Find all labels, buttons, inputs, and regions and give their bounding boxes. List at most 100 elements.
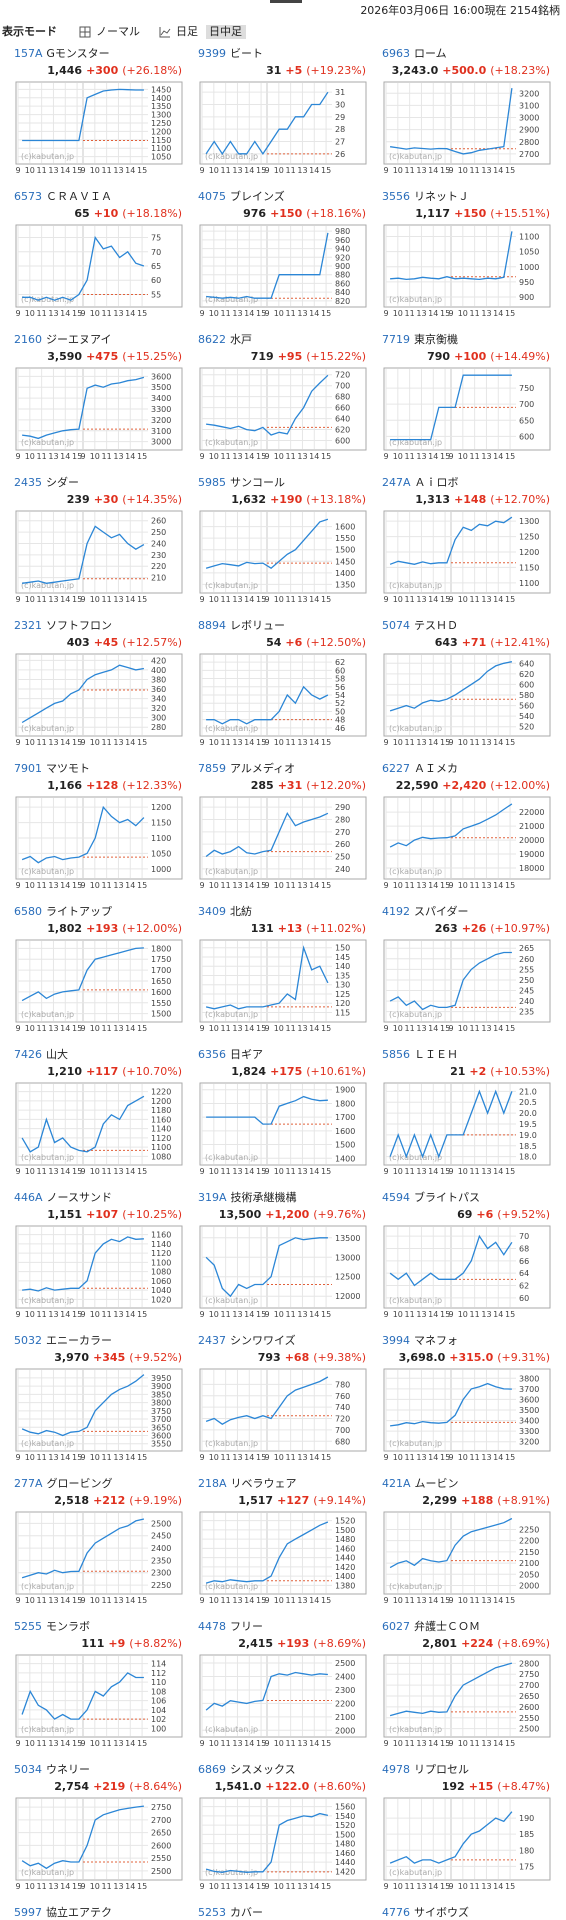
stock-title[interactable]: 5255 モンラボ [14,1620,90,1633]
stock-title[interactable]: 157A Gモンスター [14,47,110,60]
stock-code[interactable]: 6227 [382,762,410,775]
stock-title[interactable]: 5985 サンコール [198,476,285,489]
stock-name[interactable]: シダー [46,475,79,489]
stock-title[interactable]: 4478 フリー [198,1620,263,1633]
stock-name[interactable]: サイボウズ [414,1905,469,1919]
stock-code[interactable]: 5253 [198,1906,226,1919]
stock-title[interactable]: 247A Ａｉロボ [382,476,459,489]
stock-title[interactable]: 4978 リプロセル [382,1763,469,1776]
stock-name[interactable]: 水戸 [230,333,252,346]
stock-title[interactable]: 3409 北紡 [198,904,252,918]
stock-title[interactable]: 7859 アルメディオ [198,761,295,775]
stock-name[interactable]: ローム [414,47,447,60]
stock-title[interactable]: 6356 日ギア [198,1048,263,1061]
stock-code[interactable]: 4192 [382,905,410,918]
stock-title[interactable]: 6580 ライトアップ [14,905,112,918]
stock-code[interactable]: 6027 [382,1620,410,1633]
stock-code[interactable]: 3556 [382,190,410,203]
stock-code[interactable]: 2321 [14,619,42,632]
stock-name[interactable]: ムービン [415,1477,459,1490]
stock-title[interactable]: 7901 マツモト [14,762,90,775]
stock-code[interactable]: 5985 [198,476,226,489]
stock-name[interactable]: マネフォ [414,1334,458,1347]
stock-name[interactable]: 協立エアテク [46,1905,112,1919]
stock-title[interactable]: 6963 ローム [382,47,447,60]
stock-name[interactable]: 日ギア [230,1048,263,1061]
mode-normal[interactable]: ノーマル [96,25,140,38]
stock-title[interactable]: 4594 ブライトパス [382,1190,480,1204]
stock-name[interactable]: テスＨＤ [414,619,458,632]
stock-name[interactable]: 山大 [46,1047,68,1061]
stock-name[interactable]: ウネリー [46,1763,90,1776]
mode-daily[interactable]: 日足 [176,25,198,38]
stock-name[interactable]: リベラウェア [231,1477,297,1490]
stock-name[interactable]: シンワワイズ [230,1333,296,1347]
stock-code[interactable]: 2437 [198,1334,226,1347]
stock-name[interactable]: ソフトフロン [46,619,112,632]
stock-name[interactable]: グロービング [47,1476,113,1490]
stock-title[interactable]: 2321 ソフトフロン [14,619,112,632]
stock-code[interactable]: 5074 [382,619,410,632]
stock-code[interactable]: 2435 [14,476,42,489]
stock-title[interactable]: 7426 山大 [14,1047,68,1061]
stock-code[interactable]: 8622 [198,333,226,346]
stock-title[interactable]: 446A ノースサンド [14,1191,112,1204]
stock-code[interactable]: 3409 [198,905,226,918]
stock-code[interactable]: 277A [14,1477,43,1490]
stock-code[interactable]: 6356 [198,1048,226,1061]
stock-title[interactable]: 2160 ジーエヌアイ [14,333,111,346]
stock-name[interactable]: ブライトパス [414,1190,480,1204]
stock-name[interactable]: ＡＩメカ [414,762,458,775]
stock-title[interactable]: 5032 エニーカラー [14,1334,112,1347]
stock-name[interactable]: ジーエヌアイ [46,333,111,346]
stock-title[interactable]: 8894 レボリュー [198,619,285,632]
stock-code[interactable]: 7901 [14,762,42,775]
stock-title[interactable]: 2435 シダー [14,475,79,489]
stock-title[interactable]: 4192 スパイダー [382,904,469,918]
stock-title[interactable]: 6573 ＣＲＡＶＩＡ [14,190,112,203]
stock-code[interactable]: 4776 [382,1906,410,1919]
stock-title[interactable]: 7719 東京衡機 [382,332,458,346]
stock-name[interactable]: リプロセル [414,1763,469,1776]
stock-code[interactable]: 6573 [14,190,42,203]
stock-code[interactable]: 5856 [382,1048,410,1061]
stock-name[interactable]: ライトアップ [46,905,112,918]
stock-code[interactable]: 6963 [382,47,410,60]
stock-title[interactable]: 5034 ウネリー [14,1763,90,1776]
stock-code[interactable]: 446A [14,1191,43,1204]
stock-title[interactable]: 8622 水戸 [198,333,252,346]
stock-title[interactable]: 3994 マネフォ [382,1334,458,1347]
stock-name[interactable]: 北紡 [230,904,252,918]
stock-name[interactable]: ＬＩＥＨ [414,1048,458,1061]
stock-code[interactable]: 5997 [14,1906,42,1919]
stock-name[interactable]: Gモンスター [46,47,109,60]
stock-title[interactable]: 319A 技術承継機構 [198,1190,297,1204]
stock-title[interactable]: 5253 カバー [198,1906,263,1919]
stock-code[interactable]: 5032 [14,1334,42,1347]
stock-name[interactable]: Ａｉロボ [415,476,459,489]
stock-code[interactable]: 7426 [14,1048,42,1061]
stock-title[interactable]: 5856 ＬＩＥＨ [382,1048,458,1061]
stock-code[interactable]: 5255 [14,1620,42,1633]
stock-title[interactable]: 9399 ビート [198,47,263,60]
stock-name[interactable]: ビート [230,47,263,60]
stock-name[interactable]: ＣＲＡＶＩＡ [46,190,112,203]
stock-code[interactable]: 8894 [198,619,226,632]
stock-code[interactable]: 7859 [198,762,226,775]
stock-code[interactable]: 7719 [382,333,410,346]
stock-name[interactable]: レボリュー [230,619,285,632]
stock-name[interactable]: アルメディオ [230,761,295,775]
stock-name[interactable]: モンラボ [46,1620,90,1633]
stock-title[interactable]: 218A リベラウェア [198,1477,297,1490]
stock-code[interactable]: 6580 [14,905,42,918]
stock-name[interactable]: 弁護士ＣＯＭ [414,1619,480,1633]
stock-code[interactable]: 218A [198,1477,227,1490]
stock-code[interactable]: 421A [382,1477,411,1490]
stock-name[interactable]: 技術承継機構 [231,1190,297,1204]
stock-name[interactable]: 東京衡機 [414,332,458,346]
stock-title[interactable]: 4776 サイボウズ [382,1905,469,1919]
stock-title[interactable]: 6227 ＡＩメカ [382,762,458,775]
stock-code[interactable]: 157A [14,47,43,60]
stock-code[interactable]: 5034 [14,1763,42,1776]
stock-title[interactable]: 4075 ブレインズ [198,189,285,203]
